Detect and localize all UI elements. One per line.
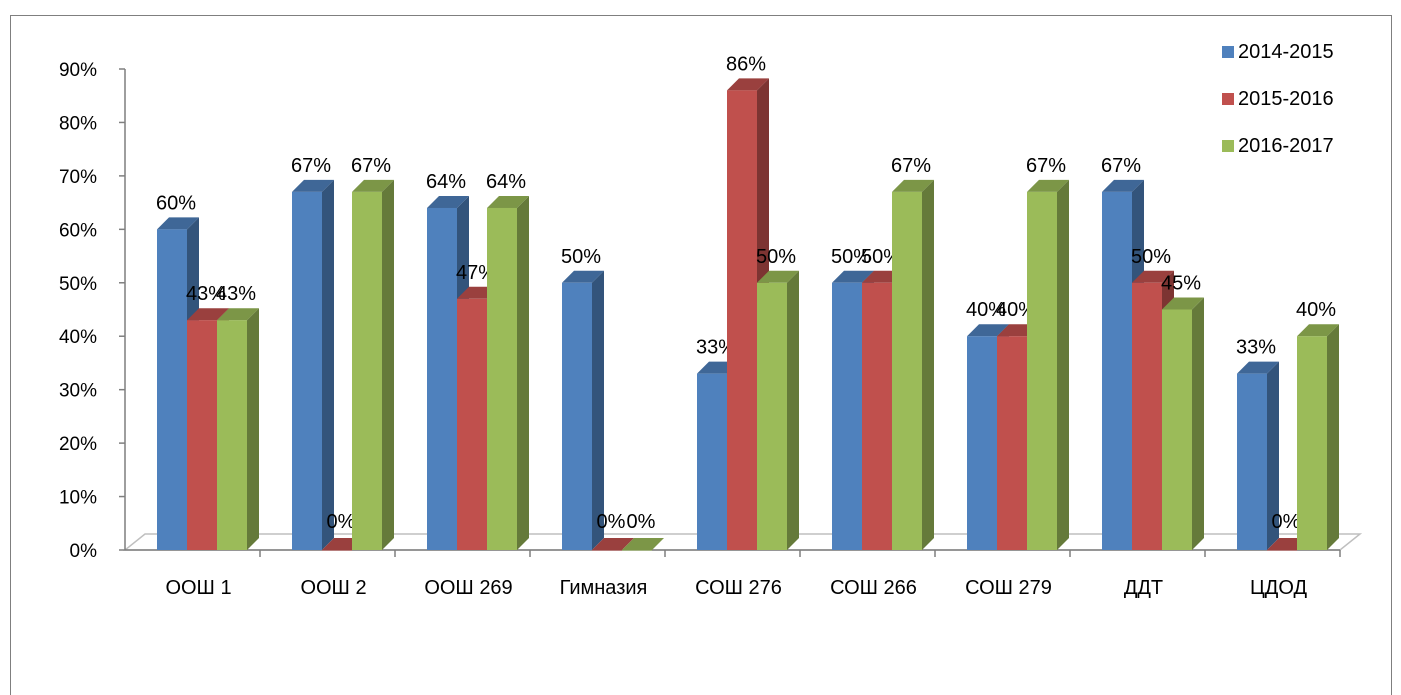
data-label: 50% [1131, 246, 1171, 268]
data-label: 0% [627, 511, 656, 533]
y-tick-label: 10% [59, 488, 97, 509]
y-tick-label: 50% [59, 274, 97, 295]
x-category-label: ДДТ [1124, 577, 1163, 599]
legend-label: 2016-2017 [1238, 135, 1334, 157]
y-tick-label: 0% [70, 541, 98, 562]
data-label: 40% [996, 299, 1036, 321]
bar-2014-2015-ООШ 2 [292, 179, 334, 550]
data-label: 33% [696, 337, 736, 359]
y-tick-label: 30% [59, 381, 97, 402]
data-label: 43% [216, 283, 256, 305]
data-label: 0% [1272, 511, 1301, 533]
legend-swatch-2016-2017 [1222, 140, 1234, 152]
data-label: 60% [156, 192, 196, 214]
data-label: 0% [597, 511, 626, 533]
bar-2016-2017-ООШ 1 [217, 308, 259, 550]
data-label: 43% [186, 283, 226, 305]
bar-2015-2016-Гимназия [592, 538, 634, 551]
bar-2014-2015-ЦДОД [1237, 361, 1279, 550]
bar-2016-2017-ООШ 269 [487, 195, 529, 550]
data-label: 50% [861, 246, 901, 268]
y-tick-label: 70% [59, 167, 97, 188]
data-label: 40% [1296, 299, 1336, 321]
y-tick-label: 40% [59, 327, 97, 348]
data-label: 64% [486, 171, 526, 193]
data-label: 33% [1236, 337, 1276, 359]
x-category-label: ЦДОД [1250, 577, 1307, 599]
data-label: 47% [456, 262, 496, 284]
bar-2016-2017-СОШ 266 [892, 179, 934, 550]
data-label: 67% [891, 155, 931, 177]
legend-label: 2014-2015 [1238, 41, 1334, 63]
bar-2016-2017-ООШ 2 [352, 179, 394, 550]
x-category-label: СОШ 279 [965, 577, 1052, 599]
x-category-label: СОШ 276 [695, 577, 782, 599]
bar-2016-2017-ДДТ [1162, 297, 1204, 550]
data-label: 0% [327, 511, 356, 533]
bar-2016-2017-ЦДОД [1297, 324, 1339, 550]
data-label: 50% [561, 246, 601, 268]
bar-2016-2017-СОШ 276 [757, 270, 799, 550]
data-label: 86% [726, 53, 766, 75]
x-category-label: ООШ 1 [165, 577, 231, 599]
x-category-label: Гимназия [560, 577, 648, 599]
data-label: 45% [1161, 273, 1201, 295]
bar-2014-2015-Гимназия [562, 270, 604, 550]
y-tick-label: 20% [59, 434, 97, 455]
bar-2016-2017-Гимназия [622, 538, 664, 551]
data-label: 67% [351, 155, 391, 177]
y-tick-label: 80% [59, 113, 97, 134]
data-label: 67% [291, 155, 331, 177]
legend-swatch-2015-2016 [1222, 93, 1234, 105]
y-tick-label: 60% [59, 220, 97, 241]
x-category-label: ООШ 2 [300, 577, 366, 599]
x-category-label: ООШ 269 [424, 577, 512, 599]
data-label: 67% [1026, 155, 1066, 177]
bar-2016-2017-СОШ 279 [1027, 179, 1069, 550]
data-label: 50% [831, 246, 871, 268]
data-label: 40% [966, 299, 1006, 321]
chart-frame [10, 15, 1392, 695]
x-category-label: СОШ 266 [830, 577, 917, 599]
legend-swatch-2014-2015 [1222, 46, 1234, 58]
data-label: 50% [756, 246, 796, 268]
y-tick-label: 90% [59, 60, 97, 81]
legend-label: 2015-2016 [1238, 88, 1334, 110]
data-label: 67% [1101, 155, 1141, 177]
data-label: 64% [426, 171, 466, 193]
